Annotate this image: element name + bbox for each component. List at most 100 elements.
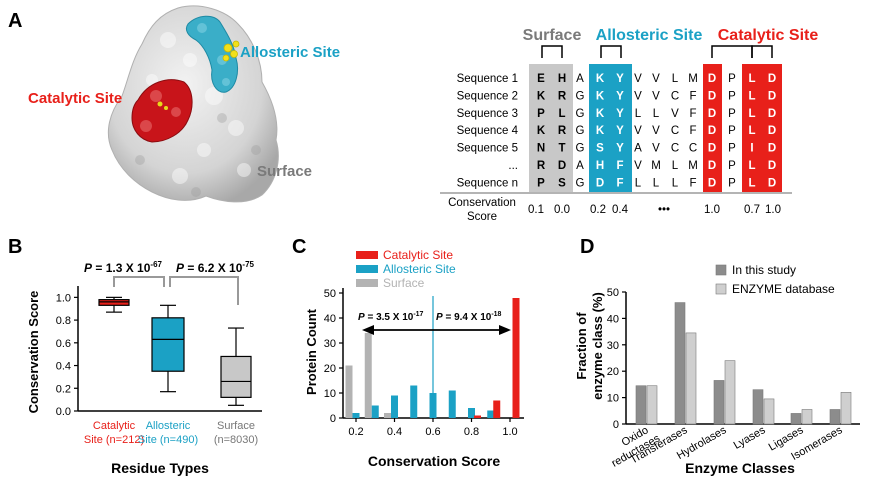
residue: V xyxy=(652,90,660,102)
catalytic-site-label: Catalytic Site xyxy=(28,90,122,107)
residue: G xyxy=(576,108,585,120)
histogram-bar xyxy=(352,413,360,418)
boxplot-y-tick-label: 0.8 xyxy=(56,315,71,327)
residue: H xyxy=(596,160,604,172)
residue: L xyxy=(558,108,565,120)
residue: D xyxy=(768,143,776,155)
conservation-label-line2: Score xyxy=(467,211,497,223)
surface-label: Surface xyxy=(257,163,312,180)
residue: P xyxy=(728,108,736,120)
residue: P xyxy=(728,73,736,85)
residue: S xyxy=(558,177,566,189)
boxplot-category-label: Site (n=212) xyxy=(84,434,144,446)
residue: H xyxy=(558,73,566,85)
residue: L xyxy=(748,108,755,120)
residue: P xyxy=(537,108,545,120)
protein-structure xyxy=(107,5,279,203)
histogram-legend-swatch xyxy=(356,265,378,273)
panel-label-c: C xyxy=(292,236,306,258)
residue: D xyxy=(708,125,716,137)
enzyme-y-label-line2: enzyme class (%) xyxy=(590,292,605,400)
residue: D xyxy=(708,143,716,155)
boxplot-y-label: Conservation Score xyxy=(26,291,41,414)
residue: V xyxy=(634,73,642,85)
residue: Y xyxy=(616,125,624,137)
residue: C xyxy=(689,143,697,155)
enzyme-y-tick-label: 30 xyxy=(607,340,619,352)
sequence-alignment: Surface Allosteric Site Catalytic Site S… xyxy=(440,27,818,223)
boxplot-category-label: Allosteric xyxy=(146,420,191,432)
sequence-name: Sequence n xyxy=(457,177,518,189)
residue: K xyxy=(596,108,605,120)
residue: D xyxy=(708,73,716,85)
enzyme-y-tick-label: 50 xyxy=(607,287,619,299)
boxplot-category-label: Site (n=490) xyxy=(138,434,198,446)
allosteric-group-label: Allosteric Site xyxy=(596,27,703,44)
residue: K xyxy=(596,125,605,137)
surface-column-highlight xyxy=(529,64,573,192)
residue: A xyxy=(634,143,642,155)
residue: F xyxy=(689,125,696,137)
conservation-score-value: 1.0 xyxy=(704,204,720,216)
sequence-name: Sequence 5 xyxy=(457,143,518,155)
significance-bracket-left xyxy=(113,276,165,287)
histogram-x-label: Conservation Score xyxy=(368,453,500,469)
residue: L xyxy=(672,177,679,189)
residue: M xyxy=(688,73,698,85)
residue: V xyxy=(652,143,660,155)
residue: V xyxy=(652,125,660,137)
residue: V xyxy=(634,90,642,102)
residue: A xyxy=(576,73,584,85)
residue: P xyxy=(728,90,736,102)
boxplot-y-tick-label: 0.6 xyxy=(56,338,71,350)
surface-bracket xyxy=(541,45,563,58)
histogram-bar xyxy=(512,298,520,418)
histogram-y-tick-label: 30 xyxy=(324,338,336,350)
residue: R xyxy=(558,90,567,102)
residue: G xyxy=(576,90,585,102)
residue: D xyxy=(558,160,566,172)
enzyme-bar xyxy=(713,380,725,425)
enzyme-legend-label: ENZYME database xyxy=(732,282,835,296)
residue: K xyxy=(596,90,605,102)
sequence-name: Sequence 4 xyxy=(457,125,519,137)
residue: F xyxy=(616,160,623,172)
residue: V xyxy=(634,160,642,172)
panel-label-b: B xyxy=(8,236,22,258)
histogram-legend-swatch xyxy=(356,279,378,287)
residue: A xyxy=(576,160,584,172)
histogram-legend-label: Allosteric Site xyxy=(383,262,456,276)
residue: S xyxy=(596,143,604,155)
residue: F xyxy=(616,177,623,189)
enzyme-y-tick-label: 20 xyxy=(607,366,619,378)
enzyme-legend-label: In this study xyxy=(732,263,796,277)
residue: L xyxy=(748,160,755,172)
residue: V xyxy=(652,73,660,85)
catalytic-column-highlight-2 xyxy=(742,64,782,192)
residue: R xyxy=(558,125,567,137)
histogram-x-tick-label: 1.0 xyxy=(502,426,517,438)
residue: C xyxy=(671,125,679,137)
significance-bracket-right xyxy=(169,276,239,305)
catalytic-column-highlight-1 xyxy=(703,64,722,192)
conservation-score-value: 0.4 xyxy=(612,204,629,216)
enzyme-bar xyxy=(674,302,686,425)
catalytic-bracket-right xyxy=(751,45,773,58)
residue: L xyxy=(748,90,755,102)
residue: F xyxy=(689,108,696,120)
residue: D xyxy=(768,160,776,172)
residue: D xyxy=(596,177,604,189)
enzyme-y-tick-label: 40 xyxy=(607,313,619,325)
histogram-legend-swatch xyxy=(356,251,378,259)
residue: V xyxy=(671,108,679,120)
conservation-score-value: ••• xyxy=(658,204,670,216)
residue: P xyxy=(728,160,736,172)
histogram-y-label: Protein Count xyxy=(304,308,319,395)
residue: F xyxy=(689,90,696,102)
residue: N xyxy=(537,143,545,155)
enzyme-class-panel: In this study ENZYME database Fraction of… xyxy=(574,263,860,476)
residue: L xyxy=(653,177,660,189)
residue: I xyxy=(750,143,753,155)
allosteric-column-highlight xyxy=(589,64,632,192)
residue: P xyxy=(537,177,545,189)
